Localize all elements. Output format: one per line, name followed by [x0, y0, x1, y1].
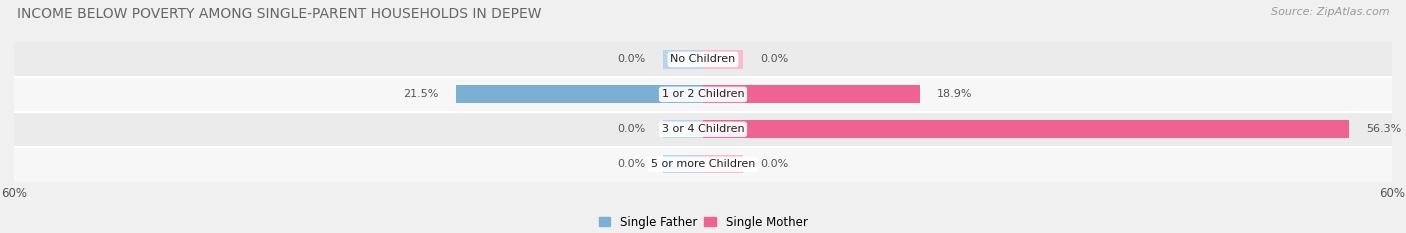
Text: 21.5%: 21.5% — [404, 89, 439, 99]
Text: 1 or 2 Children: 1 or 2 Children — [662, 89, 744, 99]
Text: INCOME BELOW POVERTY AMONG SINGLE-PARENT HOUSEHOLDS IN DEPEW: INCOME BELOW POVERTY AMONG SINGLE-PARENT… — [17, 7, 541, 21]
Text: 18.9%: 18.9% — [938, 89, 973, 99]
Text: No Children: No Children — [671, 55, 735, 64]
Bar — [703, 120, 1350, 138]
Bar — [14, 112, 1392, 147]
Bar — [14, 42, 1392, 77]
Text: 3 or 4 Children: 3 or 4 Children — [662, 124, 744, 134]
Text: 56.3%: 56.3% — [1367, 124, 1402, 134]
Bar — [662, 155, 703, 173]
Text: 0.0%: 0.0% — [761, 159, 789, 169]
Text: 5 or more Children: 5 or more Children — [651, 159, 755, 169]
Bar — [703, 155, 744, 173]
Text: 0.0%: 0.0% — [617, 124, 645, 134]
Text: 0.0%: 0.0% — [761, 55, 789, 64]
Text: Source: ZipAtlas.com: Source: ZipAtlas.com — [1271, 7, 1389, 17]
Text: 0.0%: 0.0% — [617, 159, 645, 169]
Legend: Single Father, Single Mother: Single Father, Single Mother — [599, 216, 807, 229]
Bar — [14, 77, 1392, 112]
Bar — [662, 120, 703, 138]
Bar — [703, 50, 744, 69]
Text: 0.0%: 0.0% — [617, 55, 645, 64]
Bar — [14, 147, 1392, 182]
Bar — [456, 85, 703, 103]
Bar — [703, 85, 920, 103]
Bar — [662, 50, 703, 69]
